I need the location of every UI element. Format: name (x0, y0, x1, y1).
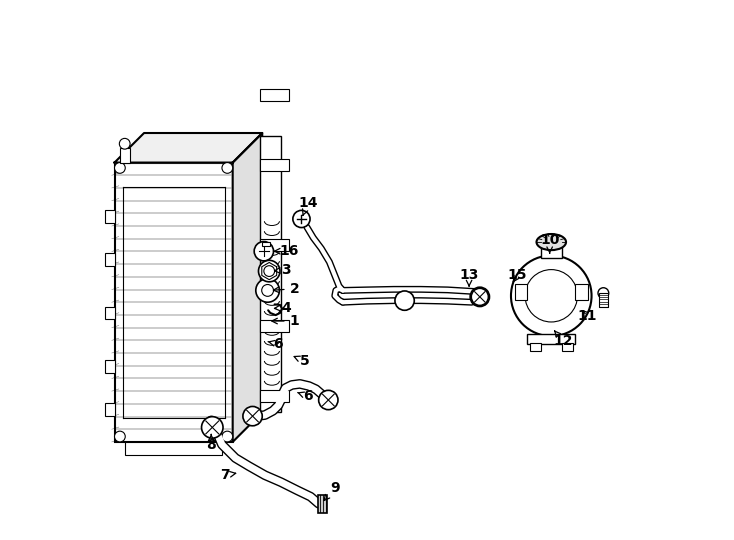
Text: 6: 6 (297, 389, 313, 403)
Circle shape (255, 279, 280, 302)
Polygon shape (115, 133, 262, 163)
Text: 4: 4 (275, 301, 291, 315)
Circle shape (222, 431, 233, 442)
Text: 16: 16 (274, 244, 299, 258)
Bar (115, 163, 233, 442)
Ellipse shape (537, 234, 566, 250)
Text: 3: 3 (275, 263, 291, 277)
Bar (260, 89, 289, 101)
Bar (575, 284, 588, 300)
Circle shape (470, 287, 490, 307)
Circle shape (471, 288, 488, 306)
Bar (562, 343, 573, 351)
Bar (515, 284, 528, 300)
Text: 9: 9 (324, 481, 340, 501)
Text: 6: 6 (268, 337, 283, 351)
Bar (105, 360, 115, 373)
Circle shape (258, 260, 280, 282)
Circle shape (262, 285, 274, 296)
Circle shape (120, 138, 130, 149)
Circle shape (511, 255, 592, 336)
Bar (105, 253, 115, 266)
Text: 14: 14 (298, 196, 318, 215)
Bar (599, 293, 608, 307)
Text: 8: 8 (206, 435, 216, 451)
Polygon shape (262, 262, 277, 280)
Circle shape (115, 163, 126, 173)
Polygon shape (233, 133, 262, 442)
Circle shape (525, 269, 578, 322)
Text: 11: 11 (578, 309, 597, 323)
Bar (260, 239, 289, 251)
Bar (105, 210, 115, 222)
Bar (120, 147, 129, 163)
Bar (260, 136, 281, 413)
Circle shape (319, 390, 338, 410)
Bar (260, 390, 289, 402)
Text: 7: 7 (219, 468, 236, 482)
Circle shape (264, 266, 275, 276)
Circle shape (254, 241, 274, 261)
Text: 2: 2 (273, 282, 299, 296)
Text: 5: 5 (294, 354, 310, 368)
Text: 1: 1 (272, 314, 299, 328)
Circle shape (222, 163, 233, 173)
Circle shape (115, 431, 126, 442)
Circle shape (598, 288, 608, 299)
Circle shape (202, 417, 223, 438)
Bar (105, 307, 115, 320)
Bar (260, 159, 289, 171)
Circle shape (243, 407, 262, 426)
Bar (105, 403, 115, 416)
Text: 10: 10 (540, 233, 559, 253)
Circle shape (293, 211, 310, 227)
Text: 13: 13 (459, 268, 479, 286)
Bar (540, 242, 562, 258)
Text: 12: 12 (553, 331, 573, 348)
Bar (318, 495, 327, 513)
Bar (126, 442, 222, 455)
Bar (262, 241, 270, 246)
Bar (530, 343, 540, 351)
Circle shape (395, 291, 414, 310)
Bar (260, 320, 289, 332)
Text: 15: 15 (508, 268, 527, 282)
Bar (527, 334, 575, 344)
